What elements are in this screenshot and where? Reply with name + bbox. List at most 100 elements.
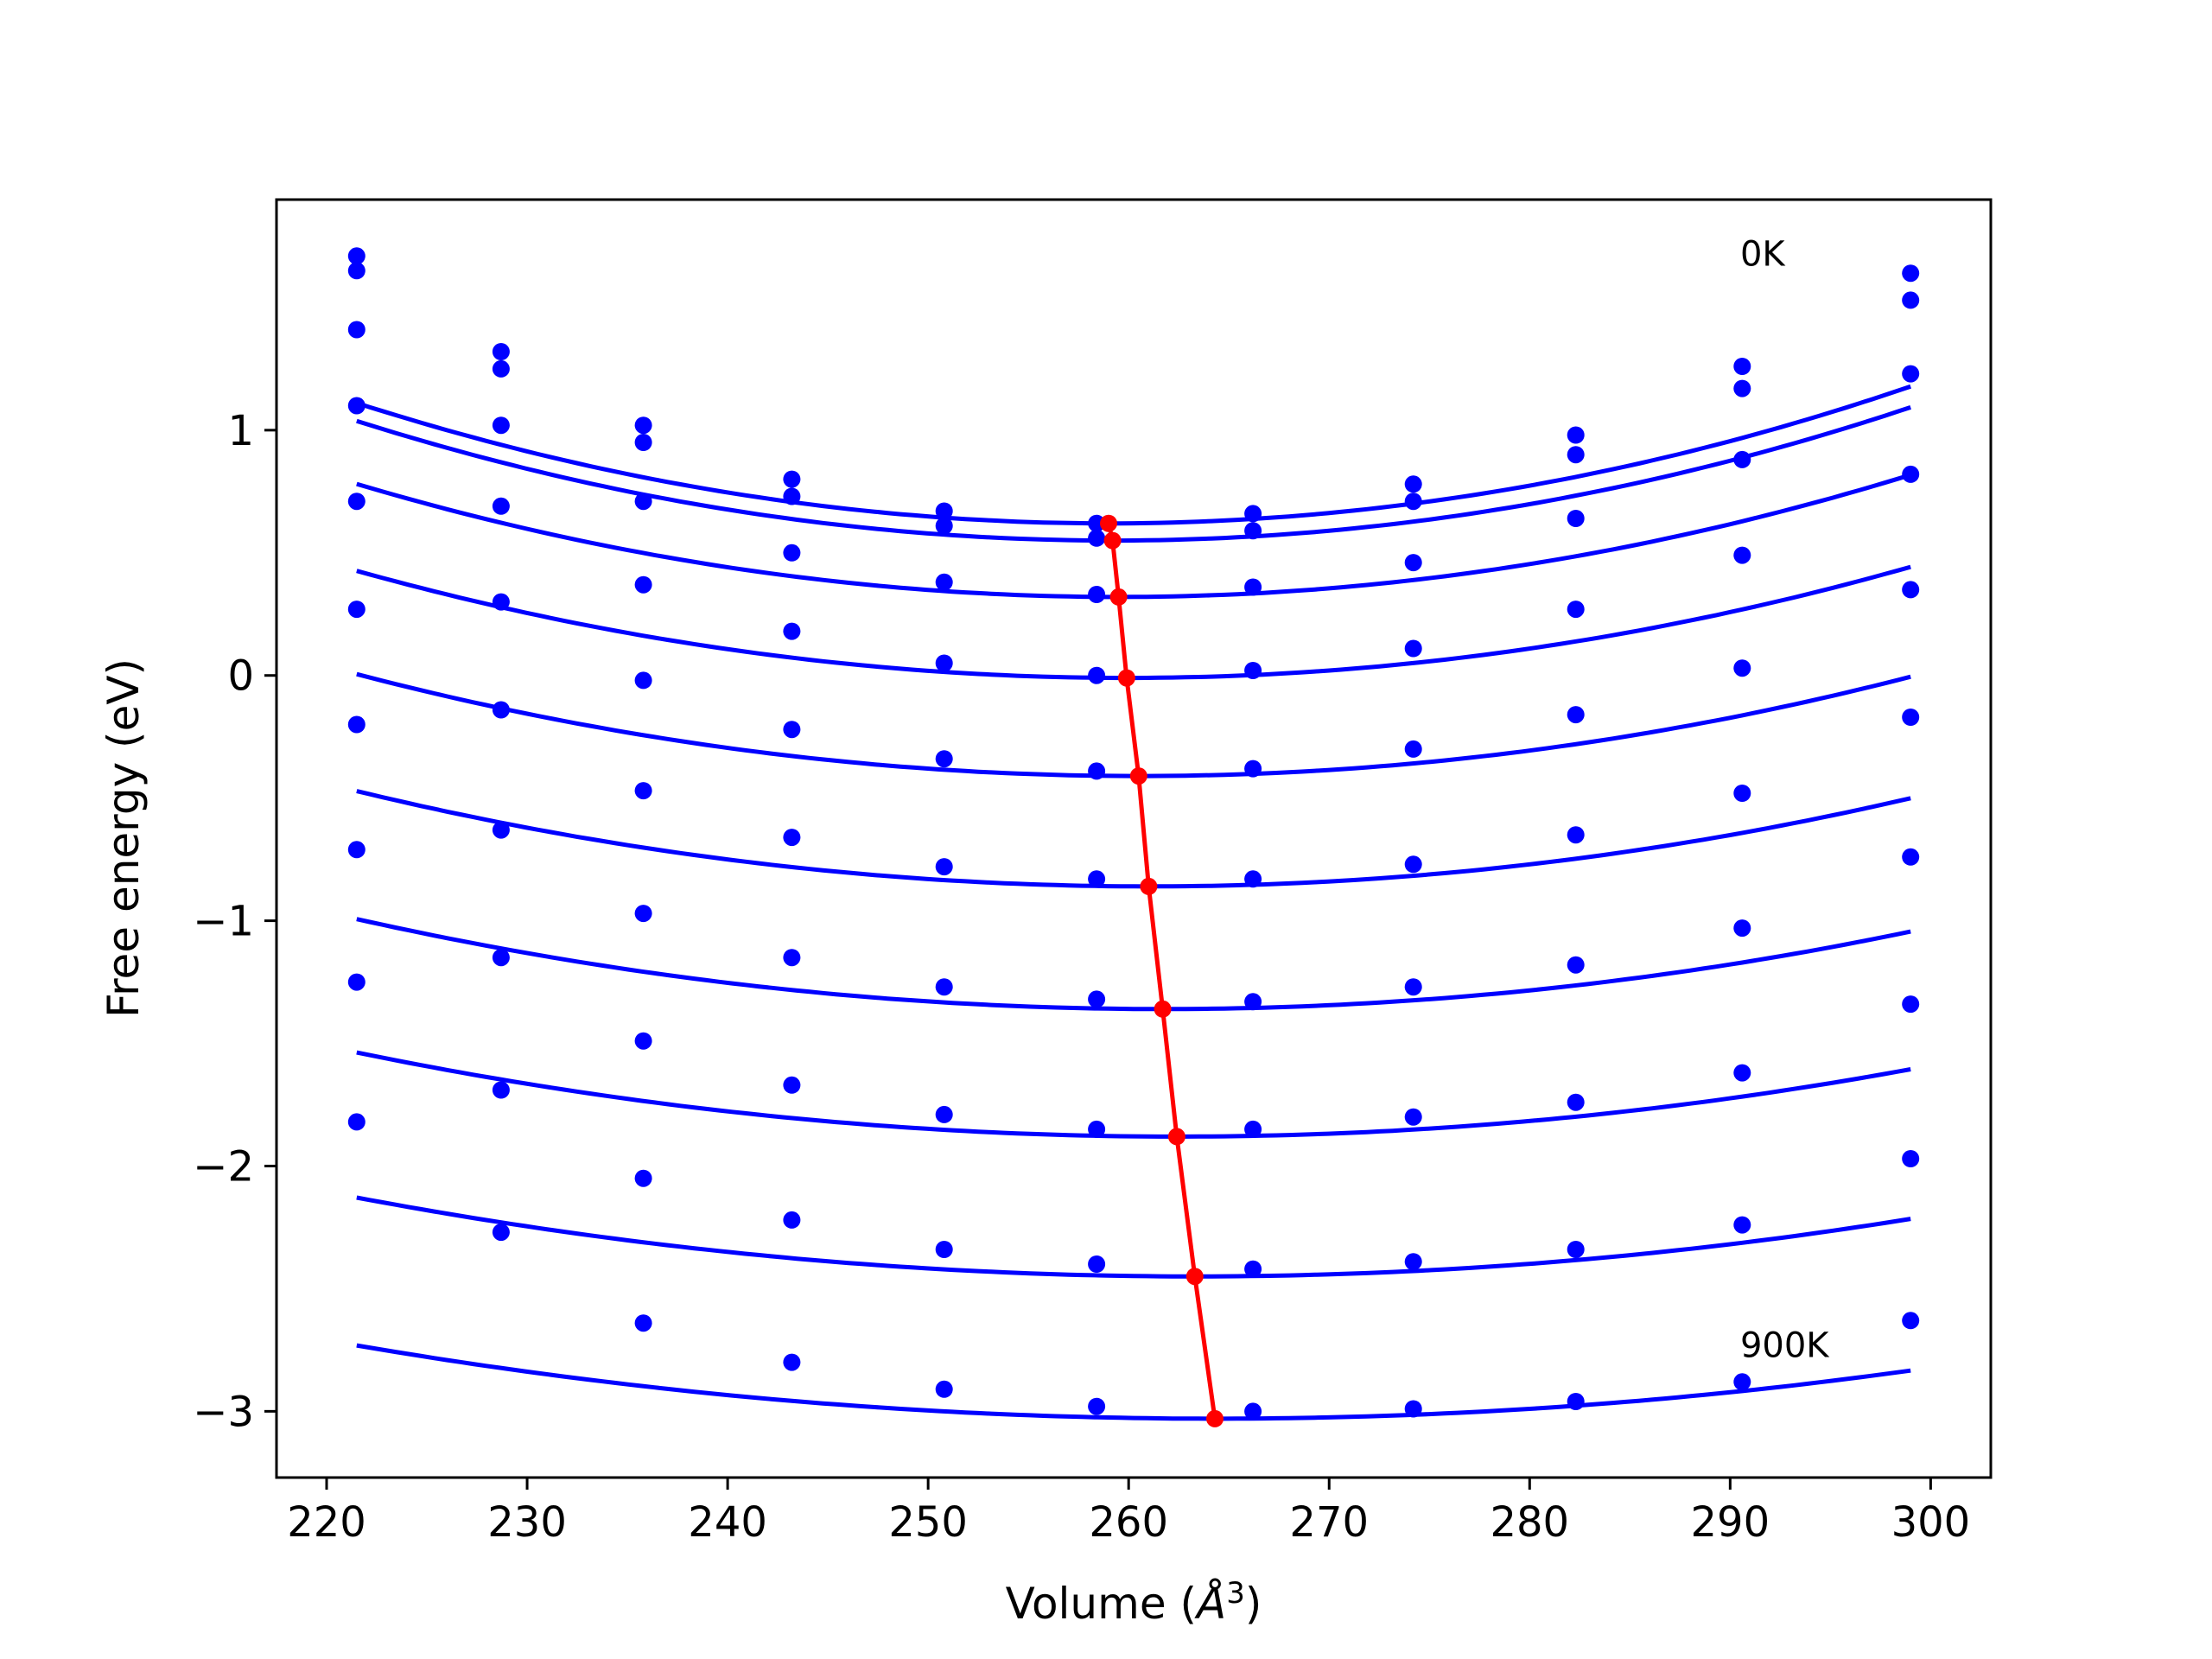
data-point-s2-5 bbox=[1088, 586, 1106, 603]
data-point-s4-9 bbox=[1733, 659, 1751, 677]
data-point-s7-9 bbox=[1733, 1064, 1751, 1082]
fit-curve-1 bbox=[356, 405, 1911, 543]
minimum-point-3 bbox=[1117, 669, 1135, 687]
data-point-s6-1 bbox=[492, 821, 510, 839]
data-point-s1-7 bbox=[1404, 493, 1422, 511]
data-point-s9-4 bbox=[935, 1380, 953, 1398]
data-point-s5-0 bbox=[347, 601, 365, 619]
data-point-s5-4 bbox=[935, 858, 953, 876]
data-point-s5-9 bbox=[1733, 785, 1751, 802]
data-point-s5-5 bbox=[1088, 870, 1106, 888]
data-point-s6-9 bbox=[1733, 919, 1751, 938]
x-tick-label-6: 280 bbox=[1490, 1498, 1569, 1547]
data-point-s4-0 bbox=[347, 493, 365, 511]
data-point-s9-1 bbox=[492, 1224, 510, 1242]
data-point-s8-9 bbox=[1733, 1216, 1751, 1234]
data-point-s3-9 bbox=[1733, 546, 1751, 564]
minimum-point-2 bbox=[1109, 588, 1128, 606]
data-point-s1-4 bbox=[935, 517, 953, 535]
y-tick-label-2: −1 bbox=[193, 898, 254, 946]
data-point-s3-3 bbox=[783, 622, 801, 640]
minimum-point-1 bbox=[1103, 531, 1122, 550]
data-point-s6-5 bbox=[1088, 990, 1106, 1008]
data-point-s1-10 bbox=[1902, 291, 1920, 309]
data-point-s0-0 bbox=[347, 247, 365, 265]
data-point-s1-3 bbox=[783, 487, 801, 505]
data-point-s0-2 bbox=[634, 416, 652, 435]
data-point-s6-7 bbox=[1404, 978, 1422, 996]
data-point-s0-7 bbox=[1404, 475, 1422, 493]
data-point-s8-2 bbox=[634, 1169, 652, 1187]
data-point-s2-3 bbox=[783, 543, 801, 562]
minimum-point-8 bbox=[1185, 1268, 1204, 1286]
x-axis-ticks: 220 230 240 250 260 270 280 290 300 bbox=[287, 1478, 1970, 1547]
y-tick-label-1: 0 bbox=[227, 652, 254, 701]
minimum-point-7 bbox=[1167, 1128, 1185, 1146]
data-point-s7-6 bbox=[1244, 1120, 1262, 1138]
data-point-s2-8 bbox=[1567, 510, 1585, 527]
data-point-s3-0 bbox=[347, 397, 365, 415]
data-point-s0-6 bbox=[1244, 505, 1262, 523]
data-point-s1-0 bbox=[347, 262, 365, 280]
y-axis-label: Free energy (eV) bbox=[99, 658, 149, 1018]
data-point-s8-0 bbox=[347, 973, 365, 991]
data-point-s7-3 bbox=[783, 1076, 801, 1094]
y-tick-label-0: 1 bbox=[227, 407, 254, 455]
x-tick-label-1: 230 bbox=[487, 1498, 567, 1547]
data-point-s1-2 bbox=[634, 434, 652, 451]
x-tick-label-8: 300 bbox=[1891, 1498, 1971, 1547]
data-point-s7-2 bbox=[634, 1032, 652, 1050]
data-point-s5-10 bbox=[1902, 709, 1920, 726]
minimum-point-5 bbox=[1140, 877, 1158, 895]
minimum-line-path bbox=[1106, 523, 1217, 1420]
data-point-s2-2 bbox=[634, 493, 652, 511]
data-point-s6-2 bbox=[634, 905, 652, 923]
plot-frame bbox=[275, 198, 1993, 1479]
data-point-s1-8 bbox=[1567, 446, 1585, 464]
data-point-s8-6 bbox=[1244, 1260, 1262, 1278]
data-point-s9-3 bbox=[783, 1353, 801, 1371]
data-point-s2-10 bbox=[1902, 365, 1920, 383]
data-point-s0-5 bbox=[1088, 514, 1106, 532]
data-point-s1-6 bbox=[1244, 522, 1262, 540]
data-point-s8-1 bbox=[492, 1081, 510, 1099]
data-point-s6-4 bbox=[935, 978, 953, 996]
data-point-s9-2 bbox=[634, 1314, 652, 1332]
data-point-s4-4 bbox=[935, 750, 953, 768]
fit-curve-7 bbox=[356, 1050, 1911, 1139]
data-point-s9-9 bbox=[1733, 1373, 1751, 1391]
fit-curve-5 bbox=[356, 789, 1911, 889]
data-point-s8-10 bbox=[1902, 1150, 1920, 1167]
data-point-s5-8 bbox=[1567, 826, 1585, 844]
data-point-s2-7 bbox=[1404, 554, 1422, 572]
data-point-s1-5 bbox=[1088, 529, 1106, 547]
data-point-s9-8 bbox=[1567, 1393, 1585, 1410]
data-point-s1-9 bbox=[1733, 379, 1751, 397]
data-point-s0-9 bbox=[1733, 358, 1751, 375]
data-point-s5-3 bbox=[783, 829, 801, 847]
x-tick-label-2: 240 bbox=[688, 1498, 767, 1547]
data-point-s6-0 bbox=[347, 715, 365, 734]
data-point-s8-7 bbox=[1404, 1253, 1422, 1271]
data-point-s6-8 bbox=[1567, 956, 1585, 974]
data-point-s4-8 bbox=[1567, 706, 1585, 724]
annotation-0: 0K bbox=[1740, 234, 1786, 274]
fit-curve-2 bbox=[356, 473, 1911, 600]
minimum-point-9 bbox=[1206, 1409, 1224, 1427]
x-tick-label-0: 220 bbox=[287, 1498, 366, 1547]
data-point-s7-5 bbox=[1088, 1120, 1106, 1138]
data-point-s3-6 bbox=[1244, 662, 1262, 679]
data-point-s6-10 bbox=[1902, 848, 1920, 866]
x-tick-label-5: 270 bbox=[1289, 1498, 1369, 1547]
data-point-s6-3 bbox=[783, 949, 801, 967]
data-point-s5-1 bbox=[492, 701, 510, 719]
data-point-s5-7 bbox=[1404, 855, 1422, 874]
data-point-s7-7 bbox=[1404, 1108, 1422, 1126]
data-point-s7-8 bbox=[1567, 1093, 1585, 1111]
data-point-s0-8 bbox=[1567, 426, 1585, 444]
data-point-s4-3 bbox=[783, 721, 801, 739]
data-point-s9-10 bbox=[1902, 1312, 1920, 1330]
data-point-s0-4 bbox=[935, 502, 953, 520]
data-point-s1-1 bbox=[492, 359, 510, 378]
